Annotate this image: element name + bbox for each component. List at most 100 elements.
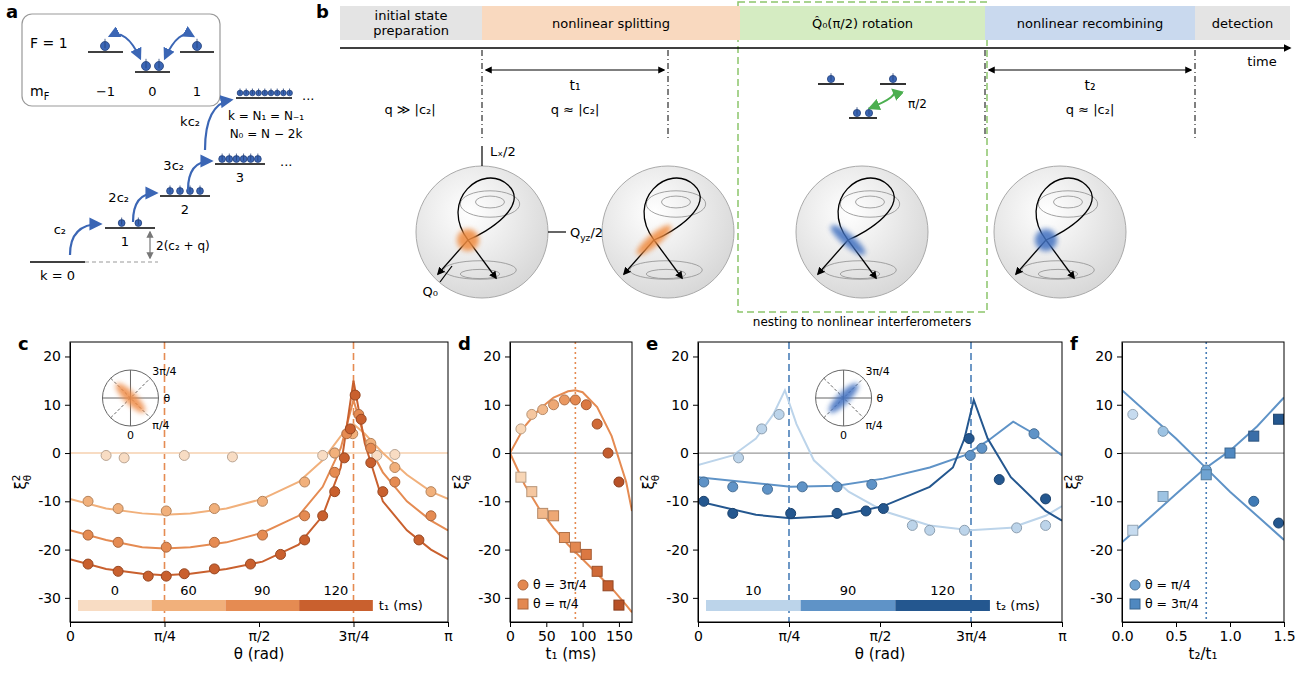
y-axis-line (1122, 343, 1123, 623)
data-point (161, 542, 171, 552)
data-point (1274, 518, 1284, 528)
label: nesting to nonlinear interferometers (753, 315, 971, 329)
y-tick-label: -20 (1090, 542, 1113, 558)
atom-spin (283, 89, 284, 95)
energy-level (105, 227, 155, 229)
inset-state (112, 380, 149, 417)
stage-label-line: nonlinear recombining (1017, 16, 1163, 31)
stage-label: nonlinear splitting (552, 16, 670, 31)
y-tick-mark (1117, 356, 1122, 357)
data-point (570, 395, 580, 405)
atom-spin (893, 73, 894, 81)
y-tick-label: 0 (52, 445, 61, 461)
energy-level (88, 51, 123, 53)
data-point (119, 453, 129, 463)
y-axis: -30-20-1001020 (1090, 343, 1122, 623)
y-tick: -30 (1090, 590, 1122, 606)
atom-spin (243, 154, 244, 161)
data-point (209, 564, 219, 574)
y-tick: 10 (43, 397, 70, 413)
x-tick-mark (971, 622, 972, 627)
y-tick-mark (65, 453, 70, 454)
y-tick: 20 (43, 348, 70, 364)
data-point (258, 496, 268, 506)
y-tick: 0 (492, 445, 510, 461)
plot-area (698, 342, 1062, 622)
y-axis: -30-20-1001020 (666, 343, 698, 623)
x-tick: π/2 (248, 622, 270, 644)
x-axis-line (1123, 622, 1285, 623)
x-tick-mark (1230, 622, 1231, 627)
data-point (179, 450, 189, 460)
atom-spin (159, 59, 160, 68)
plot-frame (1122, 342, 1284, 622)
atom-spin (252, 89, 253, 95)
stage-box (482, 6, 740, 40)
data-point (390, 477, 400, 487)
data-point (994, 475, 1004, 485)
atom-spin (197, 39, 198, 48)
data-point (1041, 494, 1051, 504)
y-tick-label: 10 (1095, 397, 1113, 413)
legend-title: t₁ (ms) (379, 598, 423, 613)
y-tick-label: 20 (671, 348, 689, 364)
bloch-sphere (994, 166, 1126, 298)
data-point (614, 477, 624, 487)
atom-spin (271, 89, 272, 95)
x-tick: 0 (694, 622, 703, 644)
contour (855, 196, 884, 208)
inset-label: 3π/4 (865, 365, 889, 378)
x-axis: 0π/4π/23π/4π (66, 622, 453, 644)
bloch-sphere (416, 166, 548, 298)
contour (824, 261, 897, 279)
data-point (965, 450, 975, 460)
x-tick-mark (70, 622, 71, 627)
atom-spin (831, 73, 832, 81)
label: Q₀ (423, 284, 438, 299)
data-point (1201, 470, 1211, 480)
legend-label: 120 (930, 583, 955, 598)
y-tick-mark (693, 598, 698, 599)
x-tick-mark (448, 622, 449, 627)
plot-frame (70, 342, 448, 622)
label: 1 (121, 234, 129, 249)
inset-label: θ (877, 392, 884, 405)
y-tick-mark (1117, 453, 1122, 454)
x-tick-label: π (444, 628, 453, 644)
data-point (318, 511, 328, 521)
label: t₁ (569, 77, 580, 93)
text-part: m (30, 83, 44, 99)
time-marker (482, 50, 483, 140)
data-point (339, 453, 349, 463)
y-tick-mark (693, 501, 698, 502)
atom-spin (200, 186, 201, 193)
data-point (276, 549, 286, 559)
stage-label-line: initial state (375, 8, 448, 23)
y-axis-line (510, 343, 511, 623)
y-tick-label: -30 (38, 590, 61, 606)
label: k = 0 (40, 268, 75, 283)
data-point (757, 424, 767, 434)
y-tick-mark (505, 453, 510, 454)
data-point (603, 581, 613, 591)
y-tick-label: -30 (666, 590, 689, 606)
x-tick-label: π/4 (778, 628, 800, 644)
inset-diagonal (111, 378, 151, 418)
fit-line (70, 424, 448, 515)
text-part: θ (1073, 475, 1085, 481)
inset: 3π/4θπ/40 (816, 365, 890, 442)
text-part: θ (461, 475, 473, 481)
sphere-axis (548, 231, 566, 232)
y-tick-mark (65, 356, 70, 357)
data-point (113, 504, 123, 514)
data-point (538, 405, 548, 415)
bloch-sphere (796, 166, 928, 298)
data-point (390, 463, 400, 473)
stage-label-line: nonlinear splitting (552, 16, 670, 31)
y-tick: 20 (1095, 348, 1122, 364)
y-axis-title: ξ2θ (10, 474, 33, 489)
separatrix-branch (654, 240, 682, 278)
contour (646, 191, 705, 217)
plot-frame (698, 342, 1062, 622)
x-tick: π/4 (154, 622, 176, 644)
